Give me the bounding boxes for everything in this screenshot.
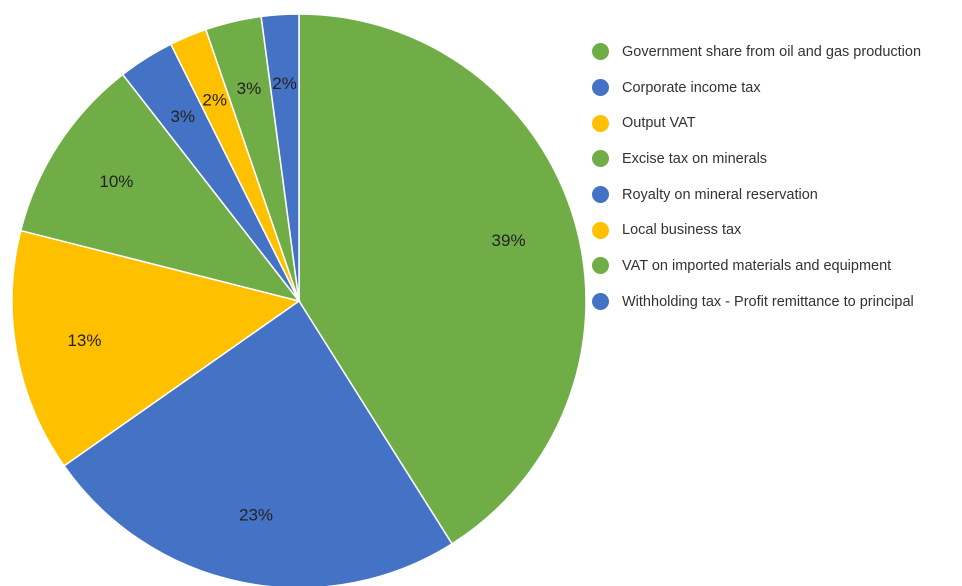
legend-label: Output VAT xyxy=(622,115,696,132)
pie-slices xyxy=(11,13,587,586)
pie-slice-1 xyxy=(63,299,454,586)
pie-slice-2 xyxy=(11,229,301,467)
legend-swatch-icon xyxy=(592,150,609,168)
legend-item-7: Withholding tax - Profit remittance to p… xyxy=(592,284,921,320)
legend-swatch-icon xyxy=(592,257,609,275)
legend-label: VAT on imported materials and equipment xyxy=(622,257,892,274)
pie-slice-label-1: 23% xyxy=(239,505,273,524)
pie-slice-label-7: 2% xyxy=(272,74,297,93)
pie-slice-label-5: 2% xyxy=(202,90,227,109)
pie-slice-label-4: 3% xyxy=(170,107,195,126)
legend-label: Government share from oil and gas produc… xyxy=(622,43,922,60)
legend-item-3: Excise tax on minerals xyxy=(592,141,921,177)
legend-label: Excise tax on minerals xyxy=(622,150,768,167)
legend-item-5: Local business tax xyxy=(592,212,921,248)
pie-slice-label-6: 3% xyxy=(237,79,262,98)
legend-swatch-icon xyxy=(592,186,609,204)
pie-slice-0 xyxy=(298,13,587,545)
legend-swatch-icon xyxy=(592,114,609,132)
legend-item-4: Royalty on mineral reservation xyxy=(592,177,921,213)
legend-item-0: Government share from oil and gas produc… xyxy=(592,34,921,70)
pie-slice-label-3: 10% xyxy=(99,172,133,191)
legend-swatch-icon xyxy=(592,221,609,239)
legend-swatch-icon xyxy=(592,43,609,61)
legend-swatch-icon xyxy=(592,293,609,311)
legend-item-6: VAT on imported materials and equipment xyxy=(592,248,921,284)
legend-label: Withholding tax - Profit remittance to p… xyxy=(622,293,914,310)
pie-slice-7 xyxy=(260,13,300,302)
pie-slice-label-2: 13% xyxy=(67,331,101,350)
legend-label: Royalty on mineral reservation xyxy=(622,186,818,203)
legend-item-2: Output VAT xyxy=(592,105,921,141)
legend-label: Local business tax xyxy=(622,222,742,239)
chart-legend: Government share from oil and gas produc… xyxy=(592,34,921,320)
legend-swatch-icon xyxy=(592,79,609,97)
pie-slice-label-0: 39% xyxy=(492,231,526,250)
legend-item-1: Corporate income tax xyxy=(592,70,921,106)
legend-label: Corporate income tax xyxy=(622,79,761,96)
pie-slice-3 xyxy=(19,73,301,303)
pie-chart: 39% 23% 13% 10% 3% 2% 3% 2% xyxy=(11,13,587,586)
pie-data-labels: 39% 23% 13% 10% 3% 2% 3% 2% xyxy=(67,74,525,524)
